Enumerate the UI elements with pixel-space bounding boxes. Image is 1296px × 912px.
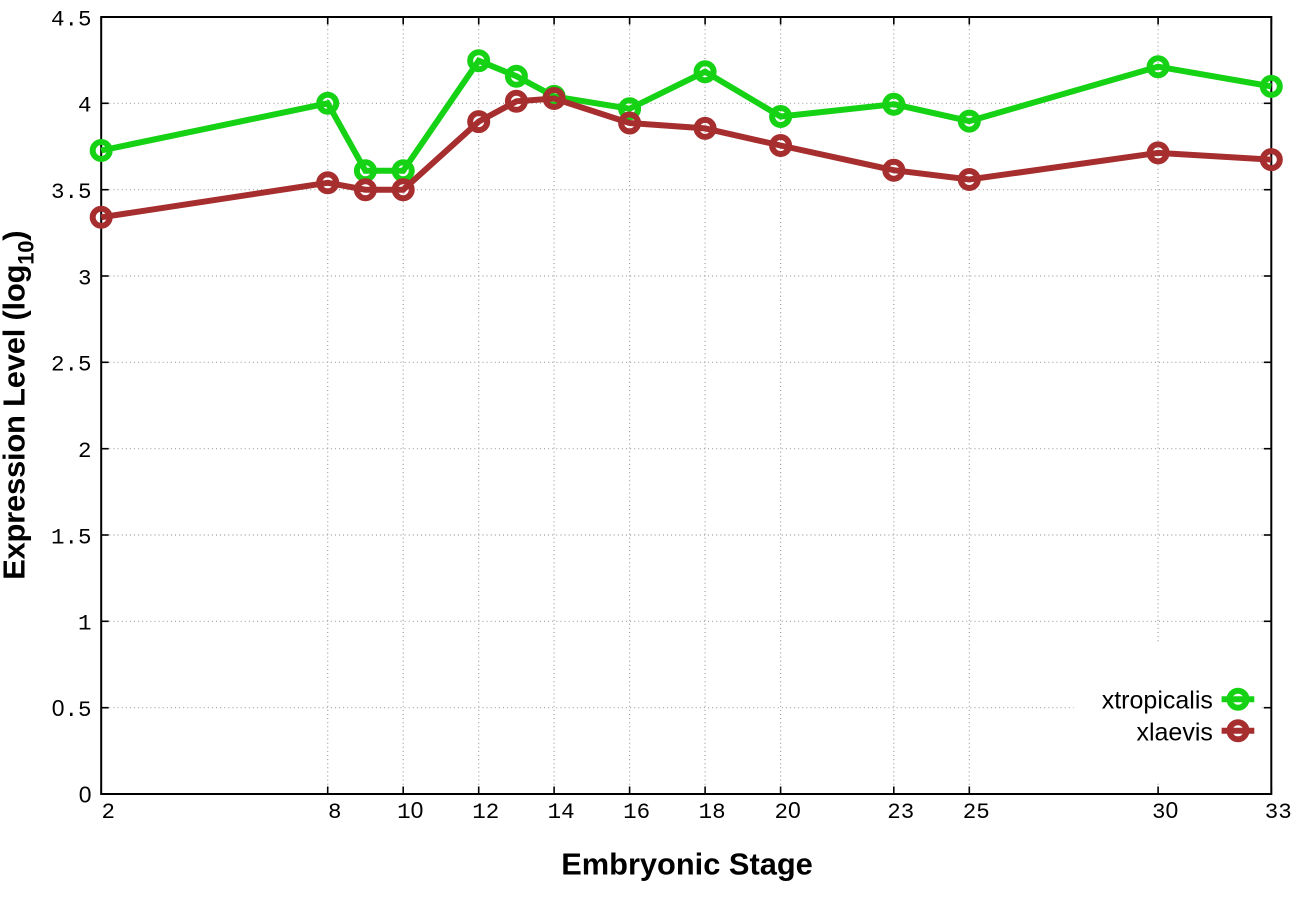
- svg-text:30: 30: [1152, 797, 1178, 825]
- svg-text:4: 4: [78, 93, 92, 119]
- svg-text:2.5: 2.5: [51, 352, 92, 378]
- svg-text:18: 18: [699, 799, 726, 825]
- svg-text:4.5: 4.5: [51, 6, 92, 32]
- svg-text:25: 25: [963, 799, 990, 825]
- svg-text:2: 2: [78, 438, 92, 464]
- svg-text:1.5: 1.5: [51, 524, 92, 550]
- svg-text:10: 10: [397, 797, 423, 825]
- svg-text:3: 3: [78, 265, 92, 291]
- svg-text:3.5: 3.5: [51, 179, 92, 205]
- svg-text:23: 23: [887, 799, 914, 825]
- svg-text:2: 2: [101, 799, 115, 825]
- svg-text:0.5: 0.5: [52, 695, 92, 723]
- svg-text:16: 16: [623, 799, 650, 825]
- svg-text:xlaevis: xlaevis: [1136, 718, 1212, 746]
- svg-text:1: 1: [78, 611, 92, 637]
- svg-text:12: 12: [472, 799, 499, 825]
- svg-text:33: 33: [1265, 799, 1292, 825]
- svg-text:20: 20: [774, 797, 800, 825]
- svg-text:Embryonic Stage: Embryonic Stage: [561, 847, 813, 882]
- svg-text:8: 8: [328, 799, 342, 825]
- svg-text:14: 14: [548, 799, 575, 825]
- svg-text:0: 0: [79, 781, 92, 807]
- svg-text:xtropicalis: xtropicalis: [1102, 686, 1213, 714]
